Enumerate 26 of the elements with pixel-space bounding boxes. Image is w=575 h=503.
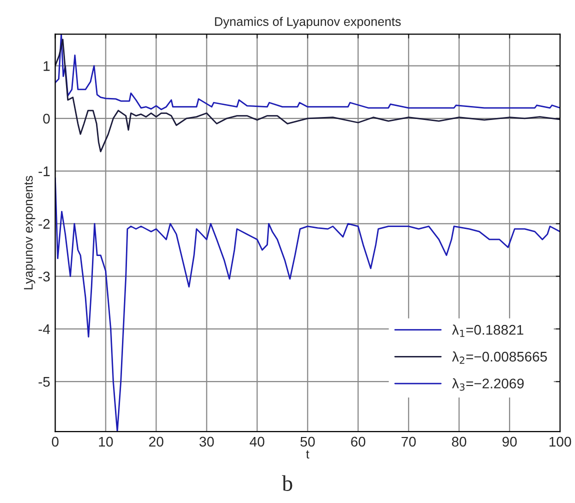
x-tick-label: 40	[250, 436, 264, 447]
x-tick-label: 100	[550, 436, 572, 447]
x-tick-label: 30	[199, 436, 214, 447]
text: b	[282, 475, 292, 491]
y-tick-label: 1	[44, 61, 50, 71]
y-tick-label: -1	[38, 166, 50, 176]
y-axis-title: Lyapunov exponents	[24, 176, 36, 290]
line-series	[55, 38, 560, 152]
y-tick-label: -2	[38, 219, 50, 229]
legend-label: λ$_{1}$=0.18821	[452, 324, 524, 337]
x-tick-label: 90	[502, 436, 517, 447]
x-tick-label: 50	[300, 436, 315, 447]
legend-label: λ$_{3}$=−2.2069	[452, 378, 524, 391]
y-tick-label: -4	[38, 324, 50, 334]
x-tick-label: 20	[149, 436, 164, 447]
y-tick-label: -5	[38, 377, 50, 387]
x-axis-title: t	[306, 450, 310, 459]
legend-label: λ$_{2}$=−0.0085665	[452, 351, 547, 364]
y-tick-label: 0	[43, 114, 50, 124]
x-tick-label: 0	[52, 436, 59, 447]
x-tick-label: 60	[351, 436, 366, 447]
y-tick-label: -3	[38, 272, 50, 282]
chart-title: Dynamics of Lyapunov exponents	[215, 16, 401, 28]
x-tick-label: 70	[402, 436, 416, 447]
x-tick-label: 80	[452, 436, 466, 447]
x-tick-label: 10	[99, 436, 113, 447]
